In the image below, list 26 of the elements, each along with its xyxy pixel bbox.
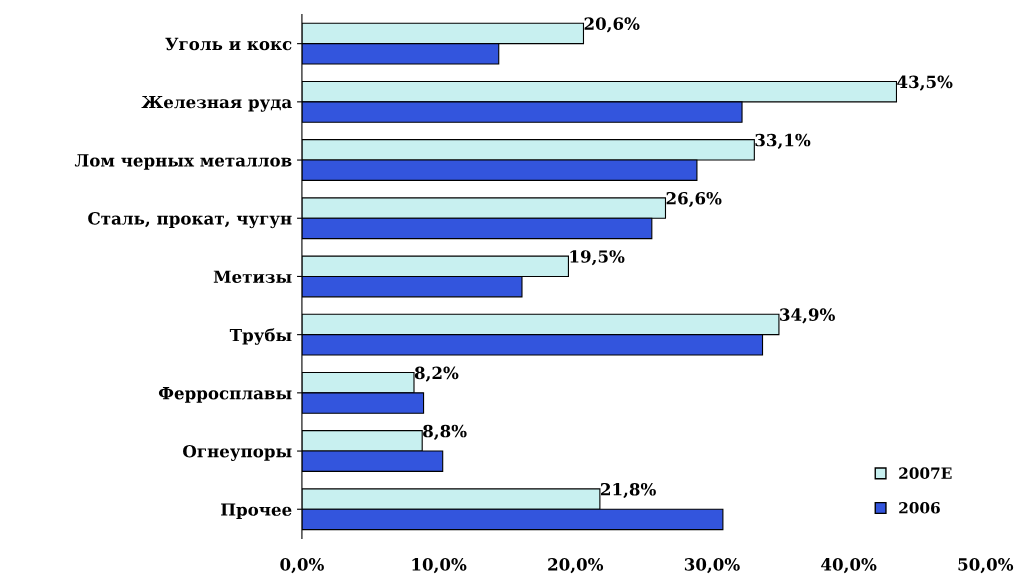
- y-tick-label: Лом черных металлов: [74, 154, 292, 170]
- y-tick-label: Трубы: [229, 328, 292, 345]
- x-tick-label: 40,0%: [821, 558, 877, 574]
- data-label: 19,5%: [570, 250, 625, 266]
- data-label: 21,8%: [601, 482, 656, 499]
- y-tick-label: Прочее: [221, 503, 292, 520]
- legend-label: 2006: [899, 502, 940, 514]
- y-tick-label: Железная руда: [141, 95, 292, 112]
- y-tick-label: Огнеупоры: [183, 444, 292, 461]
- data-label: 33,1%: [755, 133, 811, 149]
- y-tick-label: Ферросплавы: [158, 387, 292, 403]
- data-label: 34,9%: [780, 308, 835, 324]
- y-tick-label: Метизы: [213, 270, 292, 284]
- y-tick-label: Уголь и кокс: [165, 37, 292, 51]
- y-tick-label: Сталь, прокат, чугун: [88, 212, 292, 229]
- data-label: 8,8%: [423, 424, 467, 440]
- x-tick-label: 30,0%: [684, 558, 740, 574]
- data-label: 43,5%: [897, 75, 953, 91]
- data-label: 26,6%: [666, 191, 722, 208]
- legend-label: 2007E: [899, 467, 952, 479]
- x-tick-label: 0,0%: [280, 558, 324, 574]
- data-label: 20,6%: [584, 17, 640, 33]
- x-tick-label: 10,0%: [412, 558, 467, 574]
- x-tick-label: 50,0%: [958, 558, 1014, 574]
- x-tick-label: 20,0%: [548, 558, 604, 574]
- data-label: 8,2%: [414, 366, 459, 382]
